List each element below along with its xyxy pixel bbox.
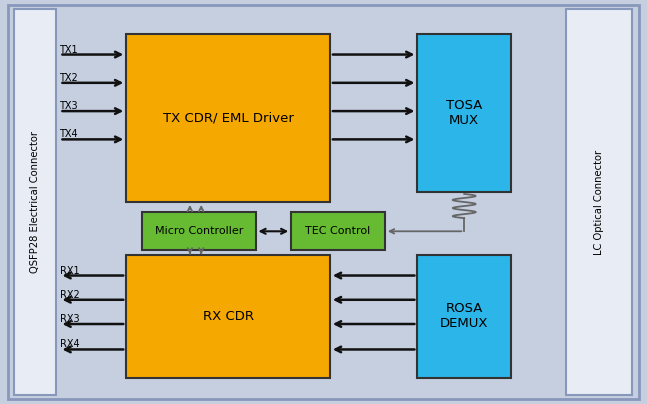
FancyBboxPatch shape [8, 5, 639, 399]
Text: RX2: RX2 [60, 290, 80, 300]
FancyBboxPatch shape [126, 255, 330, 378]
FancyBboxPatch shape [142, 212, 256, 250]
Text: TX2: TX2 [60, 73, 78, 83]
FancyBboxPatch shape [417, 255, 511, 378]
Text: TEC Control: TEC Control [305, 226, 371, 236]
FancyBboxPatch shape [126, 34, 330, 202]
FancyBboxPatch shape [417, 34, 511, 192]
Text: TX4: TX4 [60, 129, 78, 139]
FancyBboxPatch shape [291, 212, 385, 250]
Text: Micro Controller: Micro Controller [155, 226, 243, 236]
Text: RX1: RX1 [60, 265, 79, 276]
Text: TOSA
MUX: TOSA MUX [446, 99, 483, 127]
Text: LC Optical Connector: LC Optical Connector [594, 149, 604, 255]
Text: TX CDR/ EML Driver: TX CDR/ EML Driver [162, 112, 294, 125]
Text: TX1: TX1 [60, 44, 78, 55]
Text: ROSA
DEMUX: ROSA DEMUX [440, 302, 488, 330]
Text: RX4: RX4 [60, 339, 79, 349]
FancyBboxPatch shape [566, 9, 632, 395]
Text: RX3: RX3 [60, 314, 79, 324]
FancyBboxPatch shape [14, 9, 56, 395]
Text: RX CDR: RX CDR [203, 309, 254, 323]
Text: QSFP28 Electrical Connector: QSFP28 Electrical Connector [30, 131, 40, 273]
Text: TX3: TX3 [60, 101, 78, 111]
